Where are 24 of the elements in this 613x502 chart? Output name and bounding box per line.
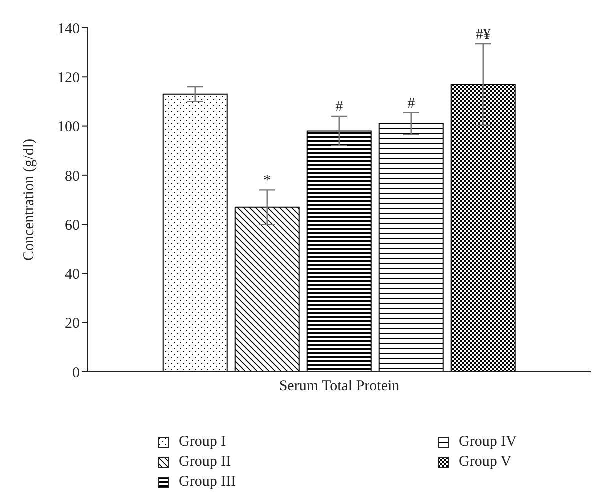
- bar: [378, 123, 444, 372]
- x-axis-title: Serum Total Protein: [279, 378, 400, 395]
- annotation: *: [264, 173, 272, 190]
- y-tick-label: 80: [65, 168, 80, 185]
- y-axis-title: Concentration (g/dl): [21, 138, 38, 262]
- y-tick-label: 40: [65, 267, 80, 284]
- legend-label: Group II: [179, 454, 232, 470]
- y-tick-label: 100: [58, 120, 80, 136]
- y-tick-label: 60: [65, 218, 80, 234]
- annotation: #: [336, 99, 344, 116]
- legend-label: Group III: [179, 474, 236, 490]
- annotation: #: [408, 96, 416, 112]
- y-tick-label: 120: [58, 70, 80, 86]
- legend-label: Group I: [179, 434, 226, 450]
- bar: [306, 130, 372, 372]
- y-tick-label: 0: [72, 365, 80, 382]
- bar: [162, 94, 228, 372]
- y-tick-label: 140: [58, 21, 80, 38]
- bar: [450, 84, 516, 372]
- legend-label: Group IV: [459, 434, 517, 450]
- y-tick-label: 20: [65, 316, 80, 332]
- bar: [234, 206, 300, 372]
- annotation: #¥: [476, 26, 492, 43]
- legend-label: Group V: [459, 454, 512, 470]
